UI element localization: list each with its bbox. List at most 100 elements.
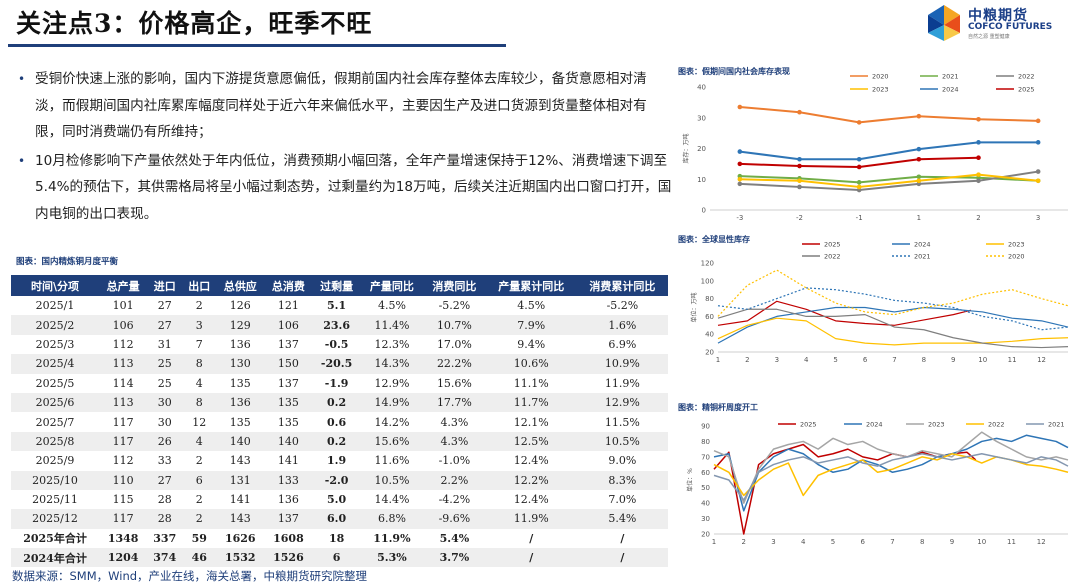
table-cell: 10.9%: [576, 354, 668, 374]
data-point-2024: [856, 156, 862, 162]
table-cell: 3.7%: [423, 548, 486, 568]
table-cell: 12.9%: [576, 392, 668, 413]
data-point-2023: [976, 172, 981, 177]
x-tick-label: 1: [716, 356, 720, 364]
table-cell: 2024年合计: [11, 548, 100, 568]
chart2-title: 图表：全球显性库存: [678, 234, 750, 244]
column-header: 过剩量: [312, 275, 361, 296]
table-cell: 8: [182, 392, 217, 413]
company-logo: 中粮期货 COFCO FUTURES 自然之源 重塑健康: [924, 3, 1074, 43]
y-tick-label: 20: [705, 349, 714, 357]
table-cell: 4: [182, 431, 217, 452]
table-cell: 141: [229, 493, 251, 507]
table-cell: 117: [99, 509, 148, 529]
x-tick-label: 7: [890, 538, 894, 546]
table-cell: /: [485, 548, 577, 568]
series-line-2023: [717, 317, 1069, 346]
table-cell: 1526: [264, 548, 313, 568]
table-cell: 2025/7: [35, 415, 75, 429]
table-cell: 5.4%: [439, 531, 470, 545]
series-line-2023: [713, 431, 1069, 504]
legend-item: 2021: [1026, 421, 1065, 429]
y-tick-label: 120: [701, 260, 714, 268]
legend-item: 2021: [920, 73, 959, 81]
table-cell: 1348: [107, 531, 139, 545]
table-cell: 140: [264, 431, 313, 452]
balance-table: 时间\分项 总产量 进口 出口 总供应 总消费 过剩量 产量同比 消费同比 产量累计同比 消费累计同…: [11, 275, 668, 568]
series-line-2023: [739, 173, 1039, 188]
table-cell: 2025/2: [11, 315, 100, 335]
column-header: 消费累计同比: [576, 275, 668, 296]
data-point-2024: [976, 140, 981, 145]
x-tick-label: 4: [801, 538, 806, 546]
table-cell: 25: [147, 354, 183, 374]
table-cell: 9.4%: [517, 337, 546, 351]
data-point-2024: [1035, 140, 1041, 145]
table-cell: 374: [147, 548, 183, 568]
legend-item: 2022: [996, 73, 1035, 81]
table-cell: -20.5: [312, 354, 361, 374]
title-underline: [8, 44, 506, 47]
table-row: 2024年合计 1204 374 46 1532 1526 6 5.3% 3.7% / /: [11, 548, 668, 568]
table-cell: 143: [216, 509, 265, 529]
legend-item: 2023: [906, 421, 945, 429]
table-cell: 9.0%: [608, 454, 637, 468]
legend-label: 2020: [872, 73, 889, 81]
legend-label: 2025: [800, 421, 817, 429]
table-cell: 12.4%: [513, 454, 549, 468]
table-cell: 137: [264, 509, 313, 529]
table-cell: 136: [277, 493, 299, 507]
data-point-2020: [856, 120, 862, 125]
x-tick-label: 1: [712, 538, 716, 546]
table-cell: 129: [216, 315, 265, 335]
table-cell: 14.9%: [360, 392, 424, 413]
data-point-2022: [797, 184, 802, 190]
table-cell: 117: [99, 431, 148, 452]
table-cell: 0.2: [312, 431, 361, 452]
table-cell: 141: [277, 454, 299, 468]
table-cell: 17.7%: [423, 392, 486, 413]
table-cell: -1.9: [324, 376, 349, 390]
x-tick-label: 2: [745, 356, 749, 364]
table-cell: 12.3%: [374, 337, 410, 351]
legend-item: 2024: [844, 421, 883, 429]
table-cell: 1204: [99, 548, 148, 568]
table-cell: 113: [99, 392, 148, 413]
table-cell: -1.0%: [438, 454, 471, 468]
column-header: 产量同比: [360, 275, 424, 296]
table-row: 2025/7 117 30 12 135 135 0.6 14.2% 4.3% 12.1% 11.5…: [11, 412, 668, 431]
bullet-list: 受铜价快速上涨的影响，国内下游提货意愿偏低，假期前国内社会库存整体去库较少，备货…: [18, 66, 672, 229]
data-point-2023: [856, 184, 862, 190]
legend-item: 2020: [850, 73, 889, 81]
x-tick-label: 10: [978, 356, 987, 364]
table-row: 2025/5 114 25 4 135 137 -1.9 12.9% 15.6% 11.1% 11.…: [11, 374, 668, 393]
data-point-2020: [737, 104, 743, 110]
x-tick-label: -3: [736, 214, 743, 222]
y-tick-label: 0: [702, 207, 706, 215]
table-cell: 11.9%: [604, 376, 640, 390]
table-cell: 2: [195, 454, 203, 468]
data-point-2023: [1035, 178, 1041, 184]
legend-label: 2024: [942, 86, 959, 94]
series-line-2025: [717, 300, 972, 326]
table-cell: /: [620, 531, 625, 545]
data-point-2020: [797, 109, 802, 115]
table-cell: 2025年合计: [23, 532, 87, 546]
legend-label: 2024: [866, 421, 883, 429]
table-cell: 115: [112, 493, 134, 507]
table-row: 2025/1 101 27 2 126 121 5.1 4.5% -5.2% 4.5% -5.2%: [11, 296, 668, 315]
legend-item: 2022: [966, 421, 1005, 429]
series-line-2021: [713, 453, 1069, 501]
table-caption: 图表：国内精炼铜月度平衡: [16, 257, 119, 267]
table-cell: 7: [195, 337, 203, 351]
table-cell: 136: [216, 392, 265, 413]
table-cell: /: [576, 548, 668, 568]
x-tick-label: 3: [775, 356, 779, 364]
table-cell: 10.6%: [485, 354, 577, 374]
table-cell: 11.5%: [604, 415, 640, 429]
logo-name-cn: 中粮期货: [968, 8, 1028, 24]
table-cell: 2025/8: [11, 431, 100, 452]
column-header: 消费同比: [423, 275, 486, 296]
table-cell: 137: [277, 376, 299, 390]
chart1-title: 图表：假期间国内社会库存表现: [678, 66, 790, 76]
